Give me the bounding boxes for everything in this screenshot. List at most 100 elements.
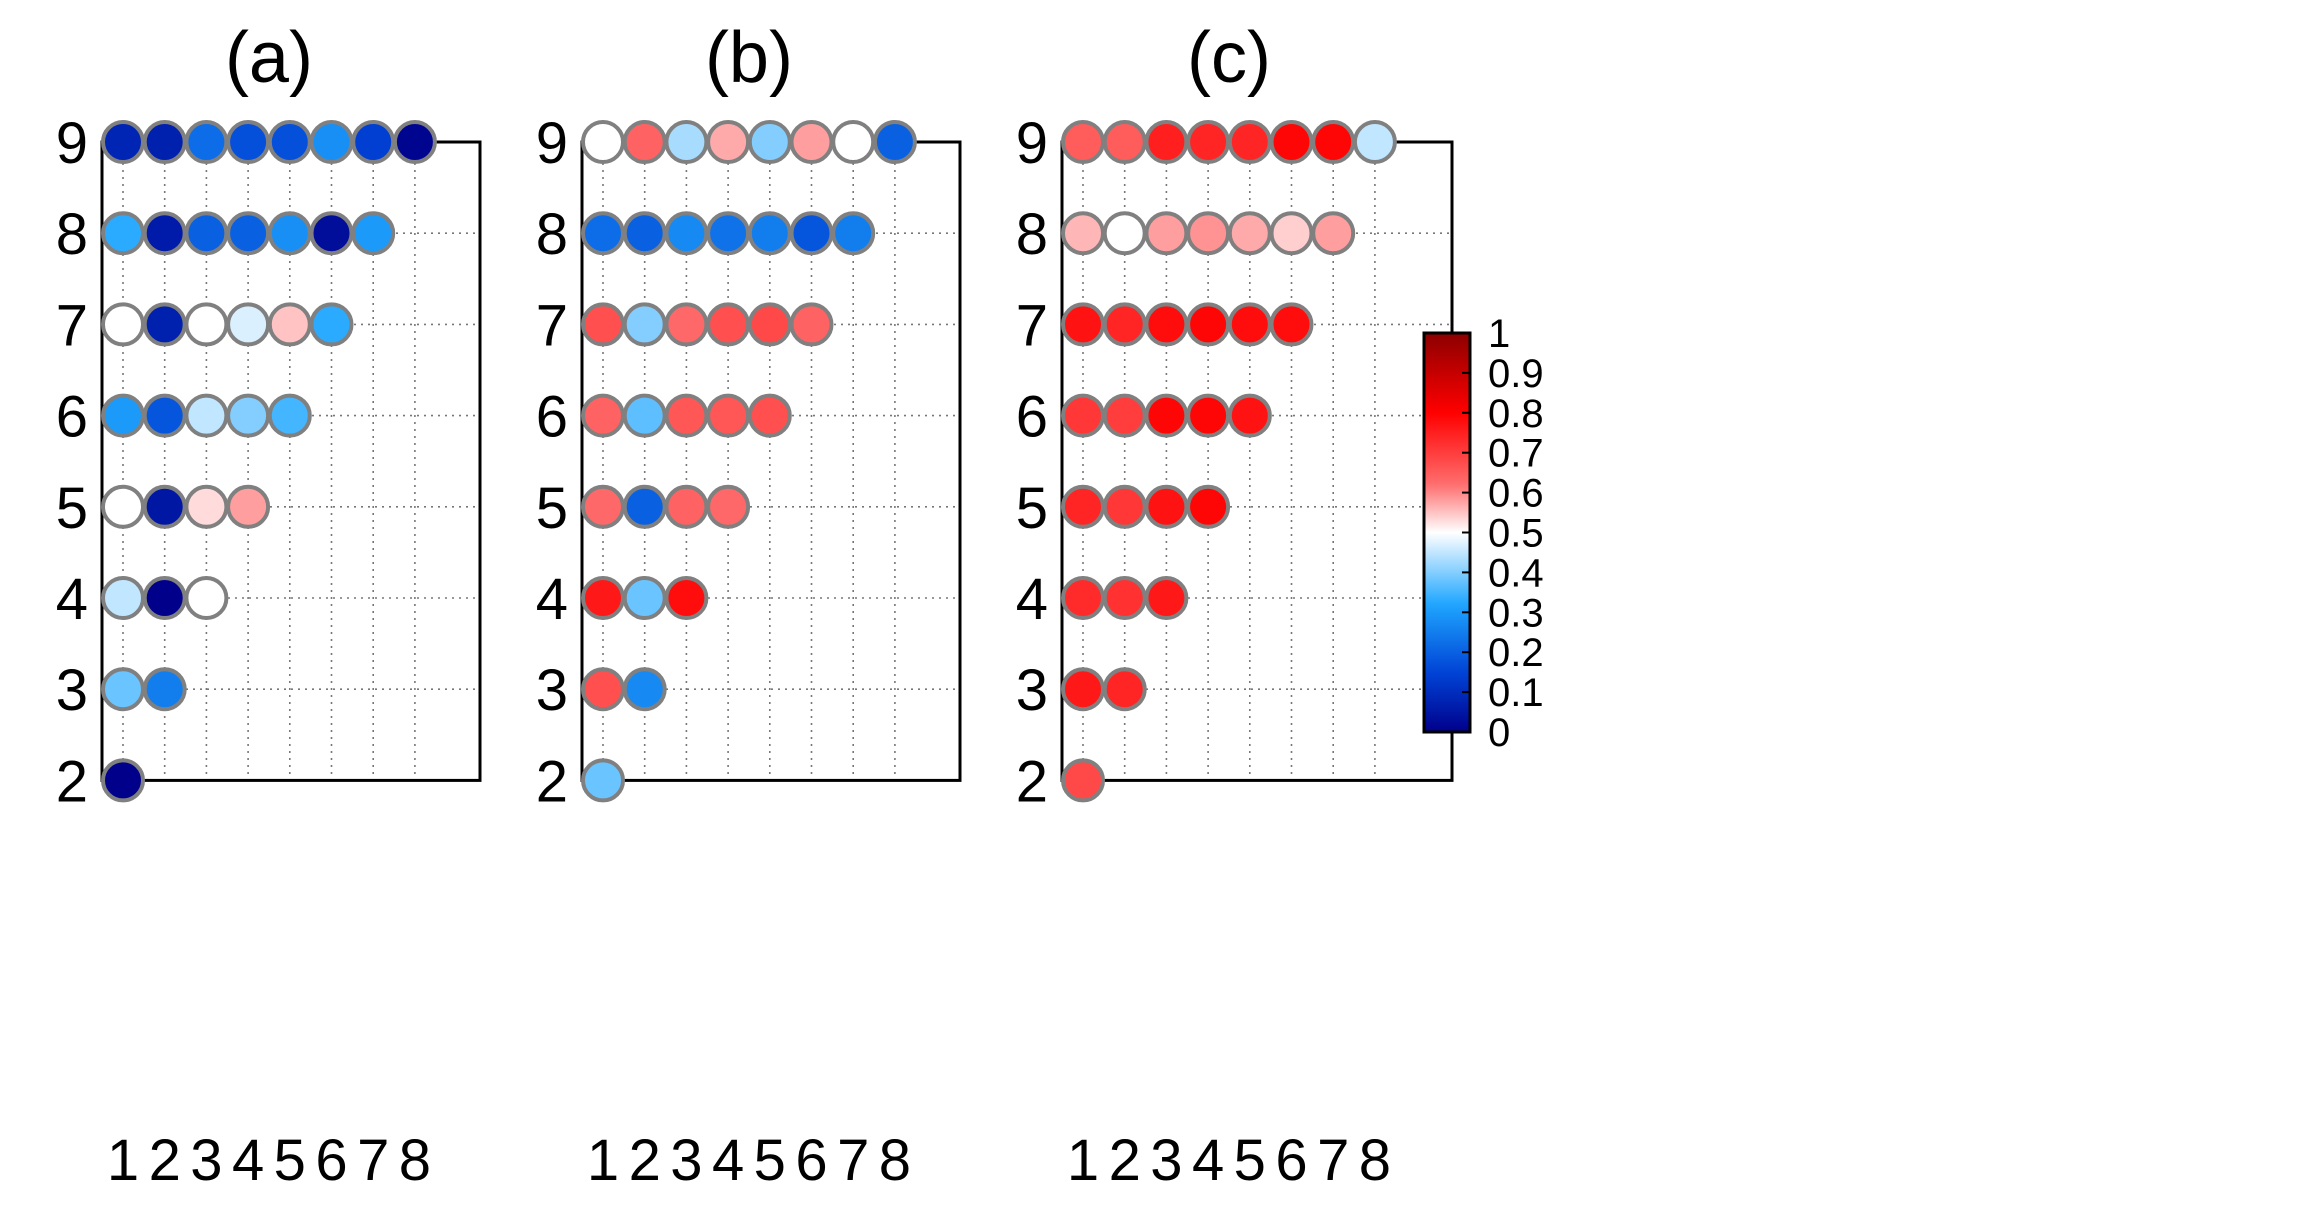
- y-tick-label: 9: [56, 111, 88, 176]
- data-point: [831, 120, 876, 164]
- data-point: [747, 120, 792, 164]
- y-tick-label: 4: [536, 567, 568, 632]
- data-point: [309, 120, 354, 164]
- data-point: [622, 393, 667, 438]
- data-point: [101, 211, 145, 256]
- data-point: [351, 120, 396, 164]
- data-point: [706, 393, 751, 438]
- colorbar-tick-label: 0.1: [1488, 671, 1544, 715]
- data-point: [706, 302, 751, 347]
- x-tick-label: 1: [587, 1128, 619, 1193]
- y-tick-label: 6: [1016, 385, 1048, 450]
- data-point: [1144, 576, 1189, 620]
- data-point: [1144, 393, 1189, 438]
- panel-title: (b): [705, 18, 793, 98]
- data-point: [226, 393, 271, 438]
- colorbar-tick-label: 0.8: [1488, 392, 1544, 436]
- x-tick-label: 1: [107, 1128, 139, 1193]
- y-tick-label: 5: [536, 476, 568, 541]
- colorbar-tick-label: 0: [1488, 711, 1510, 755]
- y-tick-label: 5: [56, 476, 88, 541]
- y-tick-label: 8: [1016, 202, 1048, 267]
- x-tick-label: 7: [357, 1128, 389, 1193]
- data-point: [664, 393, 709, 438]
- data-point: [664, 302, 709, 347]
- y-tick-label: 2: [56, 749, 88, 814]
- data-point: [267, 393, 312, 438]
- data-point: [581, 302, 625, 347]
- x-tick-label: 7: [837, 1128, 869, 1193]
- data-point: [101, 393, 145, 438]
- data-point: [1061, 758, 1105, 803]
- colorbar-tick-label: 0.2: [1488, 631, 1544, 675]
- data-point: [622, 120, 667, 164]
- x-tick-label: 8: [879, 1128, 911, 1193]
- data-point: [1144, 120, 1189, 164]
- data-point: [622, 667, 667, 712]
- x-tick-label: 5: [274, 1128, 306, 1193]
- y-tick-label: 4: [1016, 567, 1048, 632]
- y-tick-label: 7: [1016, 293, 1048, 358]
- data-point: [581, 211, 625, 256]
- data-point: [1061, 211, 1105, 256]
- data-points: [101, 120, 437, 803]
- data-point: [101, 484, 145, 529]
- y-tick-label: 6: [536, 385, 568, 450]
- colorbar-tick-label: 1: [1488, 312, 1510, 356]
- y-tick-label: 2: [1016, 749, 1048, 814]
- data-point: [706, 211, 751, 256]
- data-point: [747, 393, 792, 438]
- data-point: [392, 120, 437, 164]
- colorbar: 00.10.20.30.40.50.60.70.80.91: [1422, 312, 1544, 755]
- data-point: [1061, 393, 1105, 438]
- panel-title: (c): [1187, 18, 1271, 98]
- data-point: [267, 211, 312, 256]
- x-tick-label: 4: [232, 1128, 264, 1193]
- data-point: [581, 484, 625, 529]
- data-point: [184, 484, 229, 529]
- data-point: [184, 576, 229, 620]
- data-point: [184, 393, 229, 438]
- colorbar-tick-label: 0.7: [1488, 432, 1544, 476]
- y-tick-label: 9: [1016, 111, 1048, 176]
- data-point: [142, 302, 187, 347]
- data-point: [1186, 393, 1231, 438]
- data-point: [226, 302, 271, 347]
- x-tick-label: 2: [1109, 1128, 1141, 1193]
- data-point: [142, 393, 187, 438]
- y-tick-label: 8: [56, 202, 88, 267]
- data-point: [1227, 211, 1272, 256]
- data-point: [664, 211, 709, 256]
- y-tick-label: 7: [536, 293, 568, 358]
- data-point: [747, 211, 792, 256]
- data-point: [1144, 302, 1189, 347]
- y-tick-label: 9: [536, 111, 568, 176]
- data-point: [872, 120, 917, 164]
- data-point: [664, 484, 709, 529]
- y-tick-label: 7: [56, 293, 88, 358]
- y-tick-label: 8: [536, 202, 568, 267]
- data-point: [142, 211, 187, 256]
- data-point: [1311, 120, 1356, 164]
- data-point: [706, 484, 751, 529]
- data-point: [664, 120, 709, 164]
- data-point: [142, 576, 187, 620]
- y-tick-label: 3: [1016, 658, 1048, 723]
- x-tick-label: 6: [795, 1128, 827, 1193]
- data-point: [789, 302, 834, 347]
- y-tick-label: 4: [56, 567, 88, 632]
- data-point: [226, 484, 271, 529]
- data-point: [1102, 120, 1147, 164]
- panel-title: (a): [225, 18, 313, 98]
- data-point: [1269, 211, 1314, 256]
- x-tick-label: 2: [149, 1128, 181, 1193]
- data-point: [101, 302, 145, 347]
- data-point: [789, 211, 834, 256]
- data-point: [789, 120, 834, 164]
- data-point: [1061, 576, 1105, 620]
- x-tick-label: 6: [315, 1128, 347, 1193]
